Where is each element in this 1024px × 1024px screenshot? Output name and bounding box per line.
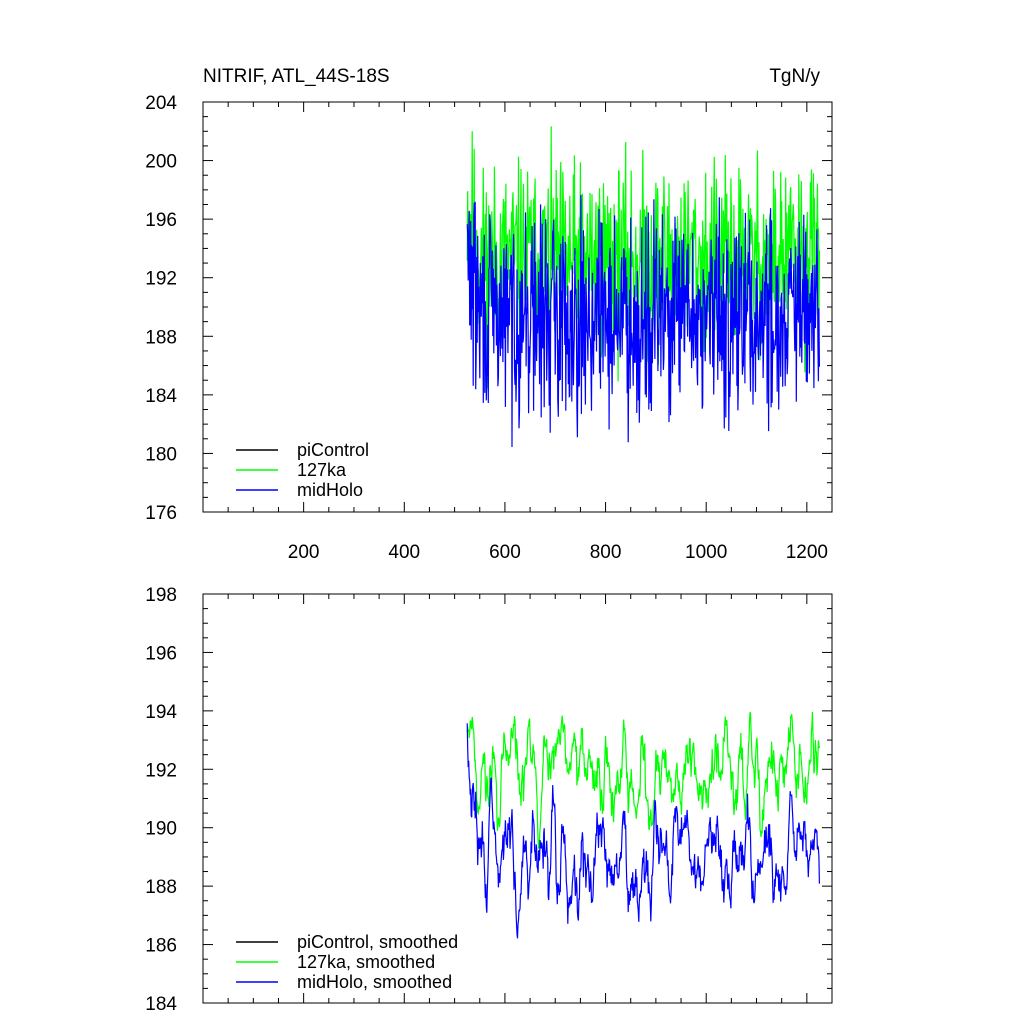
legend-label: 127ka, smoothed xyxy=(297,952,435,972)
legend-label: 127ka xyxy=(297,460,347,480)
chart-units: TgN/y xyxy=(769,66,820,87)
y-tick-label: 176 xyxy=(145,503,177,524)
y-tick-label: 188 xyxy=(145,877,177,898)
y-tick-label: 188 xyxy=(145,327,177,348)
legend-label: piControl, smoothed xyxy=(297,932,458,952)
y-tick-label: 186 xyxy=(145,936,177,957)
x-tick-label: 600 xyxy=(489,542,521,563)
x-tick-label: 1200 xyxy=(786,542,828,563)
top-panel: 176 180 184 188 192 196 200 204 200 400 600 800 1000… xyxy=(145,93,833,563)
y-tick-label: 196 xyxy=(145,210,177,231)
series-line-midholo xyxy=(466,194,820,448)
y-tick-label: 184 xyxy=(145,386,177,407)
bottom-panel: 184 186 188 190 192 194 196 198 piControl, smoot… xyxy=(145,585,833,1015)
x-tick-label: 400 xyxy=(388,542,420,563)
y-tick-label: 184 xyxy=(145,994,177,1015)
x-tick-label: 800 xyxy=(590,542,622,563)
x-tick-label: 1000 xyxy=(685,542,727,563)
series-line-midholo-smoothed xyxy=(466,723,820,939)
legend-label: piControl xyxy=(297,440,369,460)
y-tick-label: 200 xyxy=(145,152,177,173)
y-tick-label: 190 xyxy=(145,819,177,840)
series-line-127ka-smoothed xyxy=(466,711,820,849)
legend-label: midHolo, smoothed xyxy=(297,972,452,992)
x-tick-label: 200 xyxy=(288,542,320,563)
y-tick-label: 194 xyxy=(145,702,177,723)
legend-label: midHolo xyxy=(297,480,363,500)
y-tick-label: 196 xyxy=(145,643,177,664)
chart-title: NITRIF, ATL_44S-18S xyxy=(203,66,390,87)
y-tick-label: 198 xyxy=(145,585,177,606)
y-tick-label: 192 xyxy=(145,269,177,290)
y-tick-label: 192 xyxy=(145,760,177,781)
y-tick-label: 204 xyxy=(145,93,177,114)
y-tick-label: 180 xyxy=(145,444,177,465)
